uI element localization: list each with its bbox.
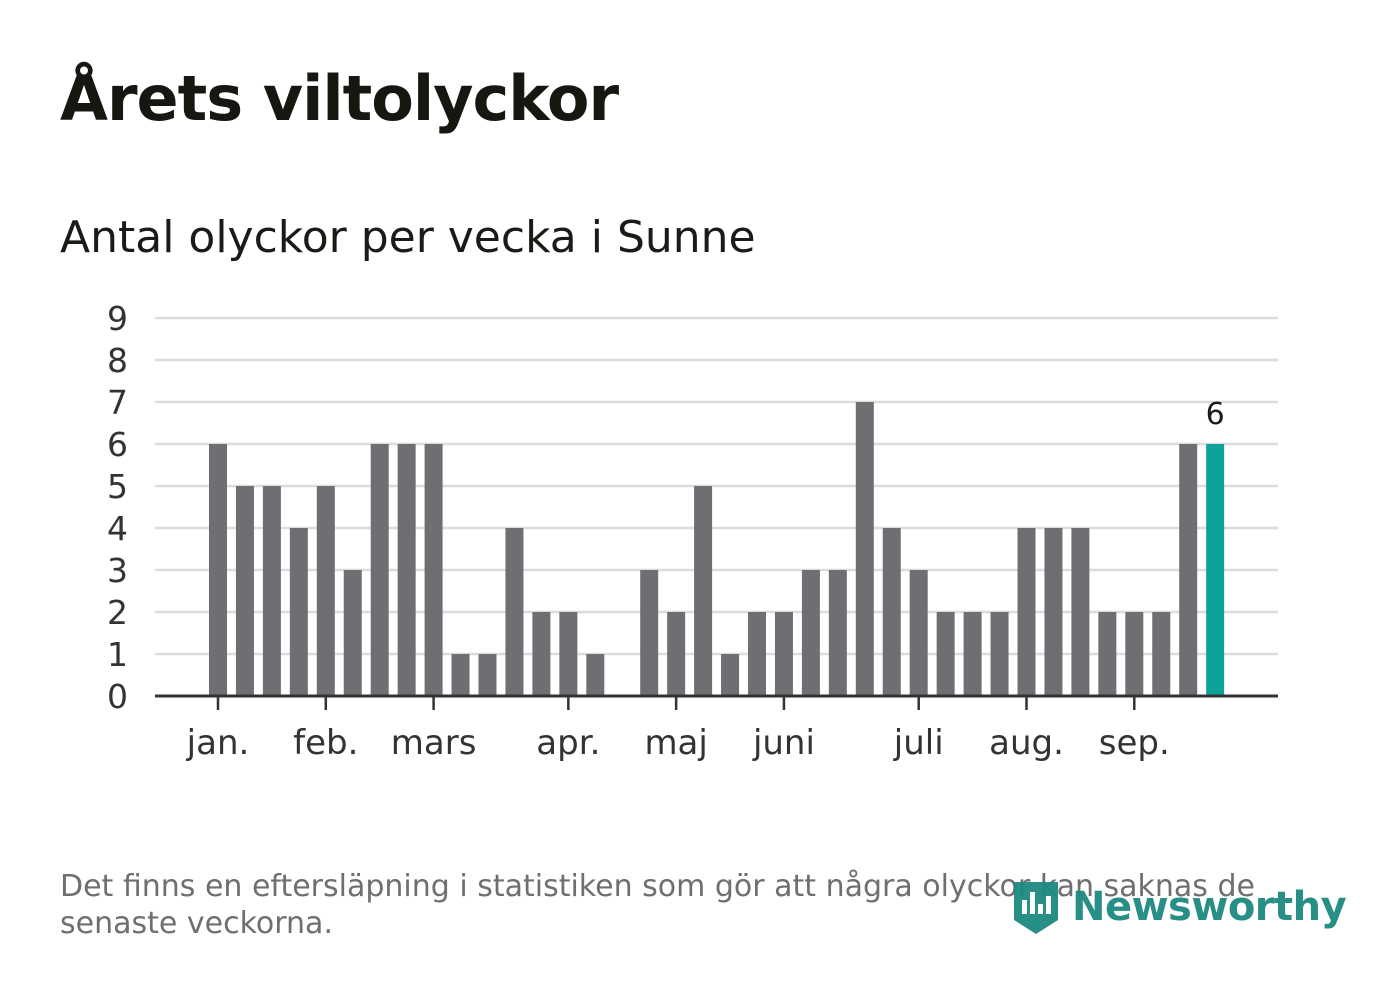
bar — [343, 570, 362, 696]
bar — [262, 486, 281, 696]
bar — [828, 570, 847, 696]
gridlines — [155, 316, 1278, 656]
bar — [1179, 444, 1198, 696]
bar — [774, 612, 793, 696]
y-tick-label: 1 — [107, 635, 128, 674]
bars — [209, 402, 1225, 696]
x-tick-label: juni — [752, 723, 815, 763]
x-tick-label: maj — [644, 723, 707, 763]
bar — [316, 486, 335, 696]
x-tick-label: feb. — [293, 723, 358, 763]
bar-highlight — [1206, 444, 1225, 696]
bar — [963, 612, 982, 696]
y-tick-label: 9 — [107, 299, 128, 338]
logo-text: Newsworthy — [1072, 884, 1347, 930]
y-tick-label: 7 — [107, 383, 128, 422]
bar — [936, 612, 955, 696]
y-tick-label: 6 — [107, 425, 128, 464]
y-tick-label: 5 — [107, 467, 128, 506]
chart-subtitle: Antal olyckor per vecka i Sunne — [60, 212, 756, 263]
y-tick-label: 3 — [107, 551, 128, 590]
data-labels: 6 — [1206, 397, 1225, 432]
bar — [397, 444, 416, 696]
bar — [882, 528, 901, 696]
bar — [721, 654, 740, 696]
bar — [855, 402, 874, 696]
bar — [801, 570, 820, 696]
bar — [694, 486, 713, 696]
bar — [559, 612, 578, 696]
bar — [667, 612, 686, 696]
newsworthy-logo-icon — [1014, 882, 1058, 934]
bar — [748, 612, 766, 696]
bar — [1071, 528, 1090, 696]
bar — [235, 486, 254, 696]
bar — [1125, 612, 1144, 696]
x-tick-label: juli — [893, 723, 944, 763]
bar — [586, 654, 605, 696]
x-tick-label: jan. — [186, 723, 250, 763]
x-tick-label: aug. — [989, 723, 1064, 763]
bar — [209, 444, 227, 696]
newsworthy-logo: Newsworthy — [1010, 876, 1347, 938]
x-tick-label: mars — [391, 723, 477, 763]
y-tick-label: 4 — [107, 509, 128, 548]
bar — [370, 444, 389, 696]
bar — [1017, 528, 1036, 696]
bar — [451, 654, 470, 696]
x-axis: jan. feb. mars apr. maj juni juli aug. sep. — [155, 694, 1278, 763]
x-tick-label: sep. — [1099, 723, 1170, 763]
bar — [532, 612, 551, 696]
y-tick-label: 0 — [107, 677, 128, 716]
bar — [1044, 528, 1063, 696]
chart-title: Årets viltolyckor — [60, 62, 619, 135]
bar — [990, 612, 1009, 696]
bar — [478, 654, 497, 696]
bar — [909, 570, 928, 696]
y-tick-label: 8 — [107, 341, 128, 380]
bar — [424, 444, 443, 696]
x-tick-label: apr. — [536, 723, 600, 763]
bar — [289, 528, 308, 696]
data-label-highlight: 6 — [1206, 397, 1225, 432]
bar — [640, 570, 659, 696]
bar — [1152, 612, 1171, 696]
bar — [1098, 612, 1117, 696]
y-tick-label: 2 — [107, 593, 128, 632]
bar — [505, 528, 524, 696]
